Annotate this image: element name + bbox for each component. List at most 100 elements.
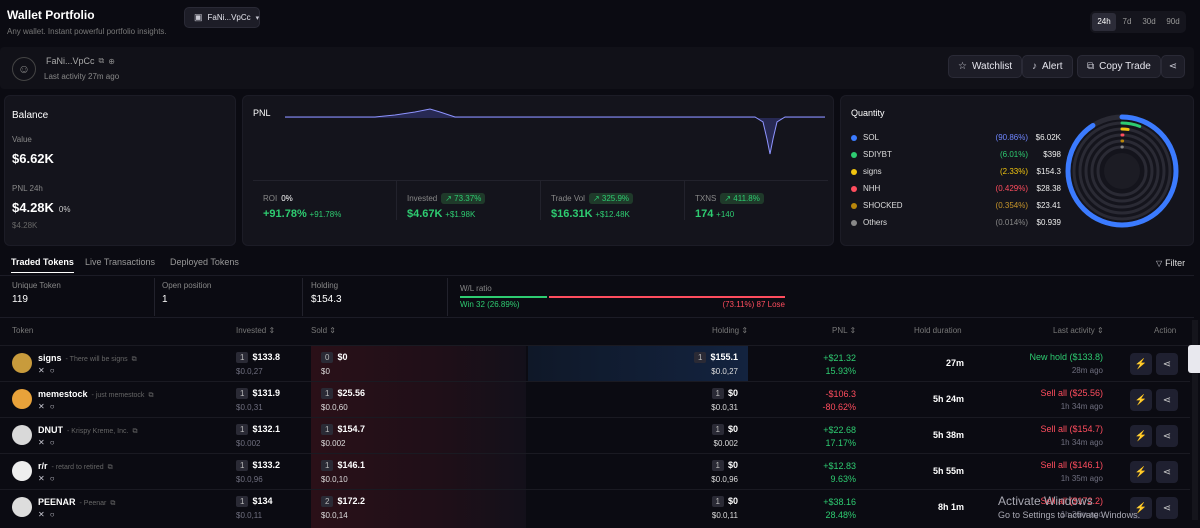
invested-sub: $0.002 [236, 439, 261, 448]
share-row-button[interactable]: ⋖ [1156, 497, 1178, 519]
quick-buy-button[interactable]: ⚡ [1130, 425, 1152, 447]
pnl-sparkline [285, 108, 825, 155]
holding-sub: $0.002 [713, 439, 738, 448]
token-desc: - Peenar [79, 500, 107, 507]
share-icon: ⋖ [1162, 466, 1172, 478]
table-row[interactable]: signs - There will be signs ⧉ ✕ ○ 1 $133.8 $0.0… [0, 345, 1190, 381]
timeframe-24h[interactable]: 24h [1092, 13, 1116, 31]
wl-win-bar [460, 296, 548, 298]
sold-count: 1 [321, 460, 334, 471]
share-row-button[interactable]: ⋖ [1156, 353, 1178, 375]
ring-arc-shocked [1090, 139, 1154, 203]
stat-invested-label: Invested [407, 194, 438, 203]
token-symbol[interactable]: memestock [38, 389, 88, 399]
token-symbol[interactable]: PEENAR [38, 497, 76, 507]
share-button[interactable]: ⋖ [1161, 55, 1185, 78]
search-icon[interactable]: ○ [49, 438, 55, 447]
quick-buy-button[interactable]: ⚡ [1130, 497, 1152, 519]
share-icon: ⋖ [1162, 358, 1172, 370]
invested-count: 1 [236, 352, 249, 363]
holding-count: 1 [711, 460, 724, 471]
tab-traded-tokens[interactable]: Traded Tokens [11, 257, 74, 273]
wl-lose-bar [549, 296, 785, 298]
holding-value: $0 [727, 424, 738, 434]
share-row-button[interactable]: ⋖ [1156, 461, 1178, 483]
copy-icon[interactable]: ⧉ [98, 56, 105, 65]
quantity-value: $28.38 [1036, 184, 1061, 193]
pnl-line [285, 108, 825, 155]
share-row-button[interactable]: ⋖ [1156, 389, 1178, 411]
watchlist-button[interactable]: ☆ Watchlist [948, 55, 1023, 78]
x-social-icon[interactable]: ✕ [38, 510, 45, 519]
sold-value: $172.2 [337, 496, 365, 506]
watermark-line2: Go to Settings to activate Windows. [998, 510, 1141, 520]
legend-dot [851, 134, 857, 141]
x-social-icon[interactable]: ✕ [38, 438, 45, 447]
filter-button[interactable]: ▽ Filter [1156, 258, 1185, 268]
table-row[interactable]: memestock - just memestock ⧉ ✕ ○ 1 $131.9 $0.0,… [0, 381, 1190, 417]
col-invested[interactable]: Invested ⇕ [236, 326, 276, 335]
x-social-icon[interactable]: ✕ [38, 402, 45, 411]
quick-buy-button[interactable]: ⚡ [1130, 389, 1152, 411]
quantity-title: Quantity [851, 108, 885, 118]
share-row-button[interactable]: ⋖ [1156, 425, 1178, 447]
copy-icon[interactable]: ⧉ [132, 428, 138, 435]
token-symbol[interactable]: DNUT [38, 425, 63, 435]
holding-sub: $0.0,11 [711, 511, 738, 520]
legend-dot [851, 185, 857, 192]
sold-count: 2 [321, 496, 334, 507]
token-symbol[interactable]: signs [38, 353, 62, 363]
timeframe-tabs: 24h 7d 30d 90d [1090, 11, 1186, 33]
table-row[interactable]: DNUT - Krispy Kreme, Inc. ⧉ ✕ ○ 1 $132.1 $0.002… [0, 417, 1190, 453]
x-social-icon[interactable]: ✕ [38, 474, 45, 483]
copy-trade-button[interactable]: ⧉ Copy Trade [1077, 55, 1161, 78]
search-icon[interactable]: ○ [49, 402, 55, 411]
timeframe-30d[interactable]: 30d [1142, 17, 1156, 26]
table-row[interactable]: PEENAR - Peenar ⧉ ✕ ○ 1 $134 $0.0,11 2 $172.2 $0.0… [0, 489, 1190, 525]
last-activity-ago: 1h 34m ago [1060, 402, 1103, 411]
search-icon[interactable]: ○ [49, 510, 55, 519]
timeframe-7d[interactable]: 7d [1122, 17, 1132, 26]
copy-icon[interactable]: ⧉ [107, 464, 113, 471]
page-subtitle: Any wallet. Instant powerful portfolio i… [7, 27, 167, 36]
quick-buy-button[interactable]: ⚡ [1130, 461, 1152, 483]
invested-count: 1 [236, 388, 249, 399]
timeframe-90d[interactable]: 90d [1166, 17, 1180, 26]
last-activity-ago: 1h 35m ago [1060, 474, 1103, 483]
token-avatar [12, 497, 32, 517]
search-icon[interactable]: ○ [49, 474, 55, 483]
link-icon[interactable]: ⊕ [108, 56, 115, 66]
copy-icon[interactable]: ⧉ [148, 392, 154, 399]
tab-deployed-tokens[interactable]: Deployed Tokens [170, 257, 239, 267]
quantity-item: SHOCKED (0.354%) $23.41 [851, 197, 1061, 214]
col-holding[interactable]: Holding ⇕ [712, 326, 749, 335]
col-last-activity[interactable]: Last activity ⇕ [1053, 326, 1104, 335]
table-row[interactable]: r/r - retard to retired ⧉ ✕ ○ 1 $133.2 $0.0,96 1… [0, 453, 1190, 489]
col-pnl[interactable]: PNL ⇕ [832, 326, 857, 335]
pnl-value: +$22.68 [823, 425, 856, 435]
quick-buy-button[interactable]: ⚡ [1130, 353, 1152, 375]
watchlist-label: Watchlist [971, 61, 1013, 72]
search-icon[interactable]: ○ [49, 366, 55, 375]
copy-icon[interactable]: ⧉ [110, 500, 116, 507]
scrollbar[interactable] [1192, 320, 1198, 520]
alert-button[interactable]: ♪ Alert [1022, 55, 1073, 78]
token-symbol[interactable]: r/r [38, 461, 48, 471]
tab-live-transactions[interactable]: Live Transactions [85, 257, 156, 267]
unique-token-label: Unique Token [12, 281, 61, 290]
sold-value: $154.7 [337, 424, 365, 434]
pnl-pct: 15.93% [825, 366, 856, 376]
quantity-value: $0.939 [1036, 218, 1061, 227]
legend-dot [851, 168, 857, 175]
holding-label: Holding [311, 281, 339, 290]
side-tab[interactable] [1188, 345, 1200, 373]
x-social-icon[interactable]: ✕ [38, 366, 45, 375]
copy-icon[interactable]: ⧉ [131, 356, 137, 363]
col-sold[interactable]: Sold ⇕ [311, 326, 336, 335]
sold-value: $25.56 [337, 388, 365, 398]
holding-value: $154.3 [311, 294, 342, 305]
wallet-select[interactable]: ▣ FaNi...VpCc ▾ [184, 7, 260, 28]
pnl-value: -$106.3 [825, 389, 856, 399]
sold-count: 0 [321, 352, 334, 363]
col-hold-duration: Hold duration [914, 326, 962, 335]
